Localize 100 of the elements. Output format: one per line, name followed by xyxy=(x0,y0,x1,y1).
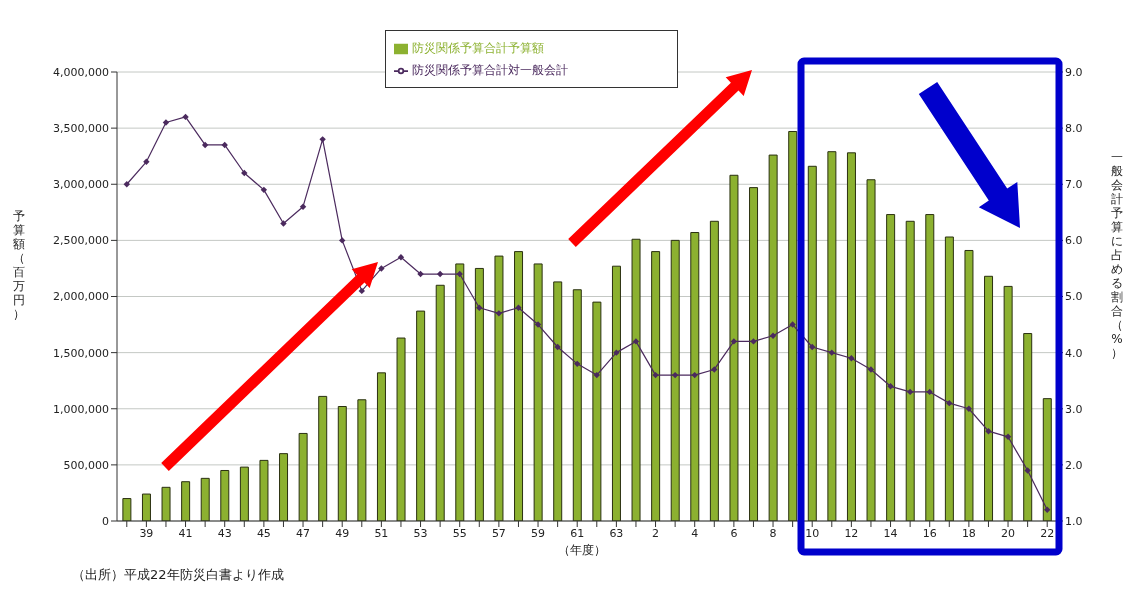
x-tick-label: 10 xyxy=(805,526,820,540)
x-tick-label: 12 xyxy=(844,526,859,540)
bar xyxy=(318,395,328,521)
bar xyxy=(1023,333,1033,521)
x-tick-label: 41 xyxy=(178,526,193,540)
point xyxy=(632,338,640,345)
x-tick-label: 20 xyxy=(1001,526,1016,540)
bar xyxy=(572,289,582,521)
bar xyxy=(141,493,151,521)
bar xyxy=(376,372,386,521)
y-tick-label: 3,500,000 xyxy=(53,122,109,136)
point xyxy=(260,186,268,194)
x-tick-label: 8 xyxy=(769,526,777,540)
point xyxy=(143,158,150,165)
point xyxy=(378,265,385,272)
point xyxy=(730,338,738,345)
bar xyxy=(886,214,896,521)
bar xyxy=(709,220,719,521)
y-tick-label: 0 xyxy=(102,514,109,528)
y-tick-label: 500,000 xyxy=(63,458,109,472)
point xyxy=(417,270,424,278)
x-tick-label: 45 xyxy=(256,526,271,540)
point xyxy=(201,141,209,149)
text: 一般会計予算に占める割合（%） xyxy=(1111,150,1123,360)
bar xyxy=(416,310,426,521)
point xyxy=(554,343,561,351)
bar xyxy=(122,498,132,521)
x-tick-label: 57 xyxy=(491,526,506,540)
point xyxy=(456,270,463,278)
x-axis-title: （年度） xyxy=(557,542,607,559)
point xyxy=(809,343,816,351)
bar xyxy=(533,263,543,521)
point xyxy=(671,371,679,379)
point xyxy=(182,113,189,121)
point xyxy=(495,310,503,317)
x-tick-label: 49 xyxy=(335,526,350,540)
point xyxy=(711,366,718,373)
y-tick-label: 1,000,000 xyxy=(53,402,109,416)
bar xyxy=(866,179,876,521)
x-tick-label: 22 xyxy=(1040,526,1055,540)
y2-tick-label: 5.0 xyxy=(1065,290,1083,304)
bar xyxy=(455,263,465,521)
bar xyxy=(925,214,935,521)
point xyxy=(436,270,444,278)
point xyxy=(789,321,796,328)
x-tick-label: 43 xyxy=(217,526,232,540)
bar xyxy=(984,275,994,521)
point xyxy=(750,338,757,345)
point xyxy=(358,287,365,295)
y-tick-label: 2,000,000 xyxy=(53,290,109,304)
x-tick-label: 61 xyxy=(570,526,585,540)
bar xyxy=(905,220,915,521)
x-tick-label: 51 xyxy=(374,526,389,540)
bar xyxy=(474,267,484,521)
point xyxy=(1004,433,1012,441)
point xyxy=(123,181,130,188)
bar xyxy=(279,453,289,521)
point xyxy=(280,220,287,227)
point xyxy=(476,304,483,311)
bar xyxy=(651,251,661,521)
bar xyxy=(239,466,249,521)
point xyxy=(867,366,875,373)
bar xyxy=(298,432,308,521)
bar xyxy=(494,255,504,521)
point xyxy=(769,332,777,339)
point xyxy=(887,383,894,390)
x-tick-label: 4 xyxy=(691,526,699,540)
point xyxy=(515,304,522,311)
bar xyxy=(749,187,759,521)
x-tick-label: 59 xyxy=(531,526,546,540)
bar xyxy=(611,265,621,521)
y-tick-label: 3,000,000 xyxy=(53,178,109,192)
x-tick-label: 39 xyxy=(139,526,154,540)
bar xyxy=(396,337,406,521)
x-tick-label: 16 xyxy=(922,526,937,540)
point xyxy=(613,349,620,356)
x-tick-label: 63 xyxy=(609,526,624,540)
point xyxy=(593,371,600,379)
y-axis-title: 予算額（百万円） xyxy=(12,209,26,321)
point xyxy=(926,388,933,396)
bar xyxy=(690,232,700,521)
x-tick-label: 53 xyxy=(413,526,428,540)
point xyxy=(534,321,542,328)
bar xyxy=(1042,398,1052,521)
text: （出所）平成22年防災白書より作成 xyxy=(72,566,284,584)
bar xyxy=(161,486,171,521)
x-tick-label: 14 xyxy=(883,526,898,540)
bar xyxy=(259,459,269,521)
bar xyxy=(514,251,524,521)
point xyxy=(965,405,973,412)
y2-tick-label: 4.0 xyxy=(1065,346,1083,360)
point xyxy=(339,237,346,244)
point xyxy=(848,355,855,362)
x-tick-label: 47 xyxy=(296,526,311,540)
bar xyxy=(181,481,191,521)
y2-tick-label: 2.0 xyxy=(1065,458,1083,472)
bar xyxy=(964,249,974,521)
y2-tick-label: 7.0 xyxy=(1065,178,1083,192)
point xyxy=(1024,467,1031,474)
x-tick-label: 2 xyxy=(652,526,660,540)
